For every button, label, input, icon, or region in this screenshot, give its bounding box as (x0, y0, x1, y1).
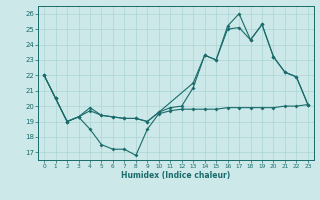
X-axis label: Humidex (Indice chaleur): Humidex (Indice chaleur) (121, 171, 231, 180)
